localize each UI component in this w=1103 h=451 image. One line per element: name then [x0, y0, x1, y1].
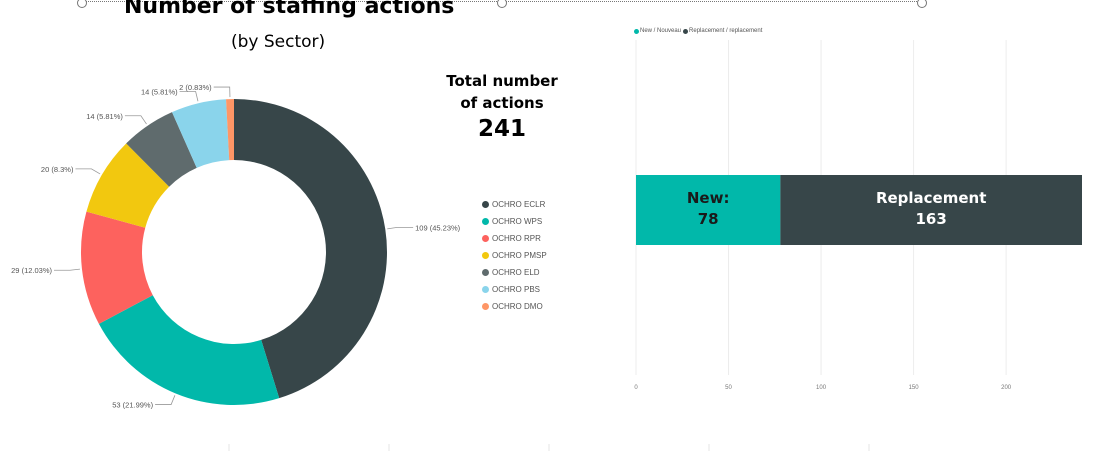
resize-handle-middle[interactable] — [497, 0, 507, 8]
donut-slice-ochro-dmo[interactable] — [226, 99, 234, 161]
donut-leader-line — [213, 86, 231, 98]
donut-leader-line — [75, 168, 101, 175]
total-label-line1: Total number — [446, 72, 558, 90]
legend-dot-icon — [482, 252, 489, 259]
donut-data-label: 109 (45.23%) — [415, 223, 461, 232]
donut-slice-ochro-pbs[interactable] — [172, 99, 230, 168]
bar-legend-label: New / Nouveau — [640, 28, 682, 34]
total-card-label: Total number of actions — [437, 70, 567, 114]
donut-data-labels: 109 (45.23%) 53 (21.99%) 29 (12.03%) 20 (8.… — [11, 83, 461, 409]
x-tick-label: 100 — [816, 385, 827, 391]
bar-legend-item[interactable]: New / Nouveau — [634, 28, 681, 34]
legend-label: OCHRO ECLR — [492, 200, 546, 209]
x-tick-label: 0 — [634, 385, 638, 391]
donut-slice-ochro-wps[interactable] — [98, 295, 280, 405]
legend-dot-icon — [482, 235, 489, 242]
legend-dot-icon — [683, 28, 689, 34]
donut-leader-line — [179, 91, 199, 102]
donut-leader-line — [54, 268, 80, 271]
stacked-bar-chart[interactable] — [636, 175, 1082, 245]
x-tick-label: 150 — [909, 385, 920, 391]
donut-legend: OCHRO ECLR OCHRO WPS OCHRO RPR OCHRO PMSP OC… — [482, 196, 547, 315]
donut-data-label: 14 (5.81%) — [141, 88, 178, 97]
donut-leader-line — [124, 115, 147, 125]
legend-item[interactable]: OCHRO ECLR — [482, 196, 547, 213]
bar-legend: New / Nouveau Replacement / replacement — [634, 28, 764, 34]
legend-dot-icon — [482, 286, 489, 293]
donut-slice-ochro-eclr[interactable] — [234, 99, 387, 399]
donut-chart[interactable] — [81, 99, 387, 405]
total-label-line2: of actions — [460, 94, 544, 112]
donut-slice-ochro-eld[interactable] — [126, 112, 197, 187]
legend-label: OCHRO PBS — [492, 285, 541, 294]
chart-subtitle: (by Sector) — [231, 32, 326, 52]
x-tick-label: 200 — [1001, 385, 1012, 391]
donut-data-label: 2 (0.83%) — [179, 83, 212, 92]
chart-title: Number of staffing actions — [124, 0, 455, 19]
bottom-axis-ticks — [228, 444, 870, 451]
legend-dot-icon — [482, 218, 489, 225]
legend-item[interactable]: OCHRO RPR — [482, 230, 547, 247]
bar-data-label: Replacement 163 — [780, 188, 1082, 230]
bar-data-label: New: 78 — [636, 188, 780, 230]
donut-data-label: 20 (8.3%) — [41, 165, 74, 174]
total-card-value: 241 — [477, 116, 526, 142]
donut-data-label: 53 (21.99%) — [112, 401, 153, 410]
donut-slice-ochro-pmsp[interactable] — [86, 143, 170, 228]
x-tick-label: 50 — [725, 385, 732, 391]
bar-label-name: New: — [686, 189, 730, 207]
donut-data-label: 14 (5.81%) — [86, 112, 123, 121]
legend-label: OCHRO DMO — [492, 302, 543, 311]
bar-segment-new[interactable] — [636, 175, 781, 245]
bar-chart-x-axis: 0 50 100 150 200 — [634, 385, 1011, 391]
bar-legend-item[interactable]: Replacement / replacement — [683, 28, 762, 34]
bar-legend-label: Replacement / replacement — [689, 28, 763, 34]
donut-leader-line — [155, 395, 176, 405]
resize-handle-left[interactable] — [77, 0, 87, 8]
legend-item[interactable]: OCHRO WPS — [482, 213, 547, 230]
donut-data-label: 29 (12.03%) — [11, 266, 52, 275]
resize-handle-right[interactable] — [917, 0, 927, 8]
legend-label: OCHRO ELD — [492, 268, 540, 277]
donut-leader-line — [387, 226, 414, 230]
legend-item[interactable]: OCHRO PMSP — [482, 247, 547, 264]
legend-item[interactable]: OCHRO DMO — [482, 298, 547, 315]
legend-label: OCHRO RPR — [492, 234, 541, 243]
legend-label: OCHRO PMSP — [492, 251, 547, 260]
legend-dot-icon — [634, 28, 639, 34]
bar-label-name: Replacement — [875, 189, 987, 207]
bar-label-value: 78 — [697, 210, 719, 228]
legend-label: OCHRO WPS — [492, 217, 543, 226]
bar-label-value: 163 — [915, 210, 947, 228]
bar-segment-replacement[interactable] — [780, 175, 1082, 245]
legend-dot-icon — [482, 201, 489, 208]
legend-item[interactable]: OCHRO PBS — [482, 281, 547, 298]
donut-slice-ochro-rpr[interactable] — [81, 211, 153, 324]
legend-dot-icon — [482, 269, 489, 276]
legend-dot-icon — [482, 303, 489, 310]
legend-item[interactable]: OCHRO ELD — [482, 264, 547, 281]
visual-selection-border[interactable] — [77, 0, 927, 8]
